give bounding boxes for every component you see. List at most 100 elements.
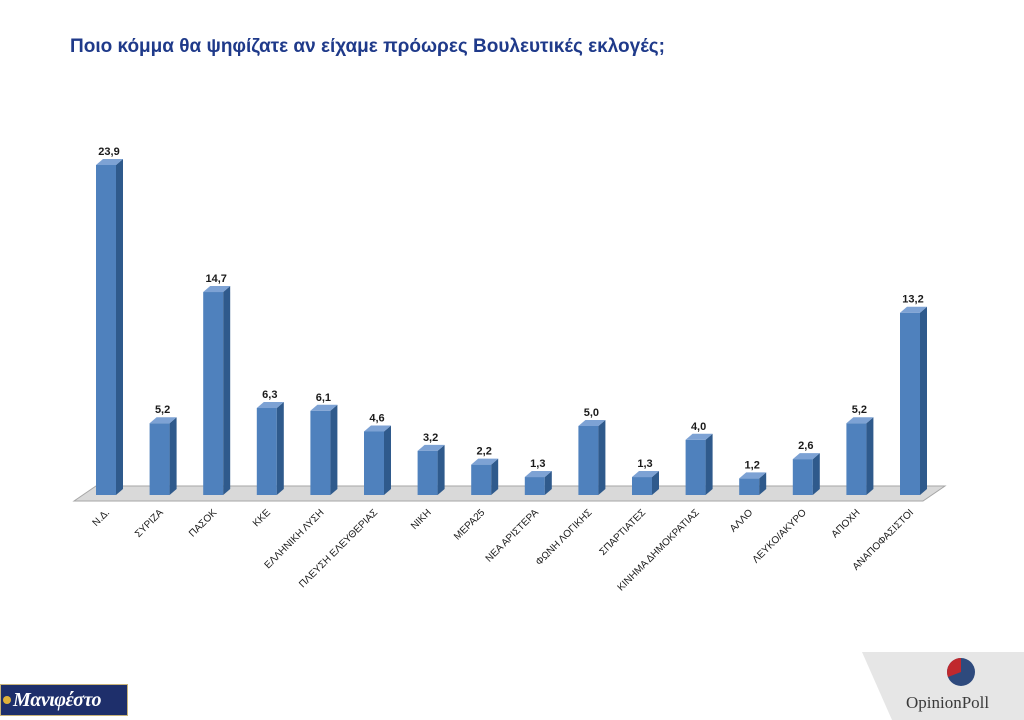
bar [256,402,284,495]
data-label: 5,0 [584,407,599,419]
bar-front [632,477,652,495]
category-label: ΣΠΑΡΤΙΑΤΕΣ [598,507,649,558]
data-label: 1,3 [637,458,652,470]
category-label: ΑΝΑΠΟΦΑΣΙΣΤΟΙ [851,507,916,572]
category-label: ΠΑΣΟΚ [187,507,219,539]
bar-side [384,425,391,495]
bar [417,444,445,495]
bar [578,419,606,495]
bar [364,425,391,495]
category-label: ΑΛΛΟ [728,507,755,534]
bar-chart: 23,9 5,2 14,7 6,3 6,1 4,6 3,2 2,2 1,3 5,0 1,3 4,0 1,… [72,146,947,593]
bar-top [149,417,177,424]
bar-side [759,472,767,495]
bar-top [471,458,499,465]
bar-side [330,404,338,495]
bar-front [149,423,170,495]
category-label: ΛΕΥΚΟ/ΑΚΥΡΟ [751,507,809,565]
bar-side [169,417,177,495]
bar [739,472,767,495]
manifesto-logo-text: Μανιφέστο [13,688,102,711]
chart-title: Ποιο κόμμα θα ψηφίζατε αν είχαμε πρόωρες… [70,36,666,57]
bar-top [256,402,284,409]
bar-side [866,417,874,495]
bar-top [792,453,820,460]
bar-side [276,402,284,495]
data-label: 2,2 [477,446,492,458]
bar-front [792,459,813,495]
logo-dot-icon [3,696,11,704]
bar-top [900,306,927,313]
bar-front [417,450,438,495]
data-label: 4,0 [691,421,706,433]
bar-front [900,312,920,495]
value-labels-group: 23,9 5,2 14,7 6,3 6,1 4,6 3,2 2,2 1,3 5,0 1,3 4,0 1,… [98,146,923,471]
data-label: 5,2 [155,404,170,416]
bar [310,404,338,495]
bar-side [116,159,123,495]
bar-top [203,286,231,293]
data-label: 6,3 [262,389,277,401]
bar-top [524,471,552,478]
bar [149,417,177,495]
opinionpoll-badge-icon [862,652,1024,720]
bar-front [364,431,384,495]
data-label: 23,9 [98,146,119,158]
bar-side [491,458,499,495]
bar [96,159,123,495]
bar-top [96,159,123,165]
data-label: 3,2 [423,432,438,444]
data-label: 4,6 [369,412,384,424]
bar-top [310,404,338,411]
data-label: 14,7 [205,273,226,285]
data-label: 1,3 [530,458,545,470]
manifesto-logo: Μανιφέστο [0,684,128,716]
data-label: 5,2 [852,404,867,416]
bar [846,417,874,495]
bar-top [739,472,767,479]
bar-top [578,419,606,426]
bar-top [846,417,874,424]
bar-front [578,425,599,495]
bar-front [685,439,706,495]
opinionpoll-logo-text: OpinionPoll [906,693,990,712]
bar-side [705,433,713,495]
bar-top [364,425,391,432]
bar-side [598,419,606,495]
category-label: ΜΕΡΑ25 [452,507,487,542]
bar [632,471,659,495]
bar-side [652,471,659,495]
bar [471,458,499,495]
category-label: ΚΚΕ [251,507,273,529]
data-label: 13,2 [902,294,923,306]
bar [524,471,552,495]
chart-floor-plane [72,485,947,502]
bar-side [437,444,445,495]
bar-front [96,165,116,495]
opinionpoll-logo: OpinionPoll [862,652,1024,720]
category-label: ΑΠΟΧΗ [830,507,863,540]
bar-top [417,444,445,451]
bar-side [544,471,552,495]
bar-front [846,423,867,495]
bar [792,453,820,495]
bar-side [920,306,927,495]
bar-top [632,471,659,478]
bar-front [524,477,545,495]
chart-floor [72,485,947,502]
category-label: Ν.Δ. [91,507,113,529]
category-label: ΝΙΚΗ [409,507,434,532]
bar-front [310,410,331,495]
bar-front [256,408,277,495]
category-label: ΝΕΑ ΑΡΙΣΤΕΡΑ [484,507,541,564]
bar-side [812,453,820,495]
data-label: 6,1 [316,392,331,404]
bar-front [203,292,224,495]
category-label: ΦΩΝΗ ΛΟΓΙΚΗΣ [534,507,595,568]
category-label: ΣΥΡΙΖΑ [133,507,166,540]
bar-side [223,286,231,495]
bar [900,306,927,495]
bar-front [471,464,492,495]
